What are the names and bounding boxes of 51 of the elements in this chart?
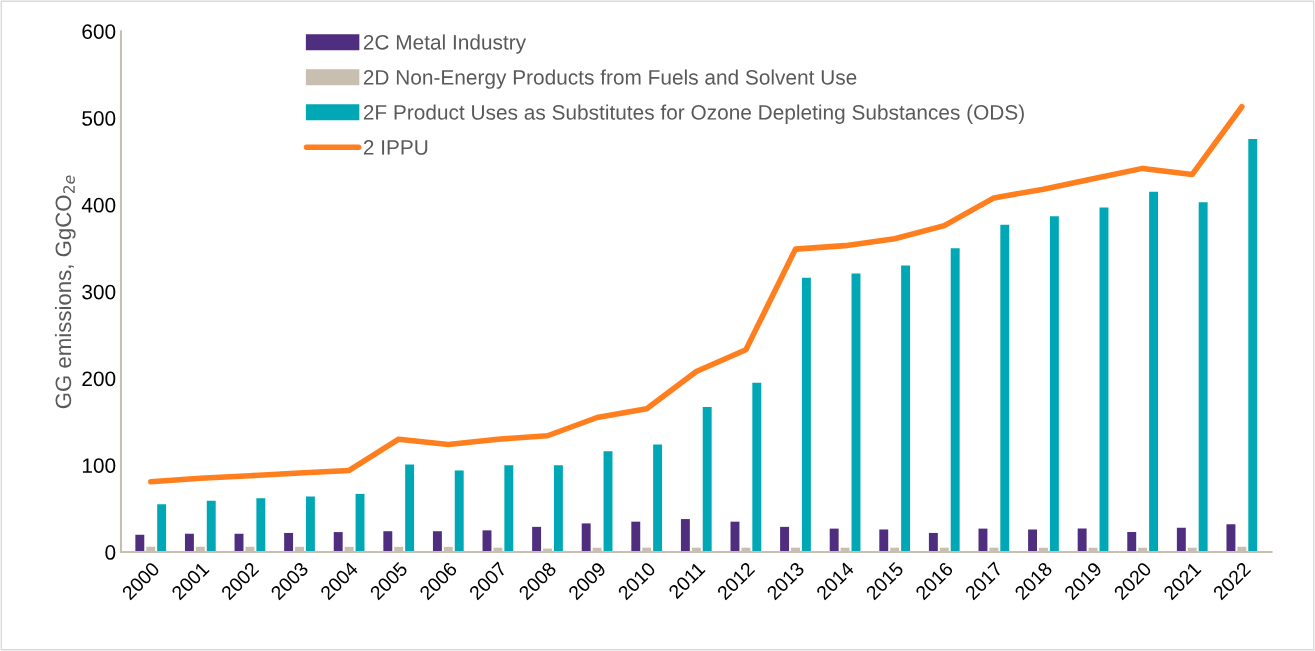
bar bbox=[405, 464, 415, 553]
legend-label: 2 IPPU bbox=[363, 140, 428, 155]
legend-label: 2F Product Uses as Substitutes for Ozone Depleting Substances (ODS) bbox=[363, 104, 1024, 124]
bar bbox=[504, 465, 514, 553]
bar bbox=[553, 465, 563, 553]
bar bbox=[1176, 527, 1186, 553]
bar bbox=[653, 444, 663, 553]
bar bbox=[432, 531, 442, 553]
bar bbox=[1127, 532, 1137, 553]
bar bbox=[256, 498, 266, 553]
bar bbox=[454, 470, 464, 553]
bar bbox=[702, 407, 712, 553]
y-tick-label: 600 bbox=[82, 24, 116, 39]
legend-label: 2D Non-Energy Products from Fuels and Solvent Use bbox=[363, 69, 857, 89]
bar bbox=[1028, 529, 1038, 553]
bar bbox=[532, 526, 542, 553]
bar bbox=[135, 534, 145, 553]
bar bbox=[284, 532, 294, 553]
y-tick-label: 300 bbox=[82, 284, 116, 300]
y-tick-label: 200 bbox=[82, 371, 116, 387]
bar bbox=[1077, 528, 1087, 553]
bar bbox=[581, 523, 591, 553]
bar bbox=[333, 532, 343, 553]
bar bbox=[829, 528, 839, 553]
bar bbox=[879, 529, 889, 553]
y-tick-label: 100 bbox=[82, 458, 116, 473]
bar bbox=[901, 265, 911, 553]
bar bbox=[157, 504, 167, 553]
bar bbox=[206, 500, 216, 553]
bar bbox=[1198, 202, 1208, 553]
bar bbox=[1149, 191, 1159, 553]
bar bbox=[680, 519, 690, 553]
y-axis-title: GG emissions, GgCO$_{2e}$ bbox=[54, 175, 76, 409]
y-tick-label: 0 bbox=[105, 545, 116, 560]
bar bbox=[978, 528, 988, 553]
bar bbox=[305, 496, 315, 553]
bar bbox=[1049, 216, 1059, 553]
bar bbox=[950, 248, 960, 553]
bar bbox=[928, 532, 938, 553]
bar bbox=[383, 531, 393, 553]
bar bbox=[752, 382, 762, 553]
bar bbox=[631, 521, 641, 553]
bar bbox=[184, 533, 194, 553]
legend-label: 2C Metal Industry bbox=[363, 34, 527, 54]
bar bbox=[801, 277, 811, 553]
bar bbox=[1226, 524, 1236, 553]
bar bbox=[780, 526, 790, 553]
y-tick-label: 500 bbox=[82, 111, 116, 126]
y-tick-label: 400 bbox=[81, 197, 116, 213]
bar bbox=[1248, 138, 1258, 553]
bar bbox=[1000, 224, 1010, 553]
